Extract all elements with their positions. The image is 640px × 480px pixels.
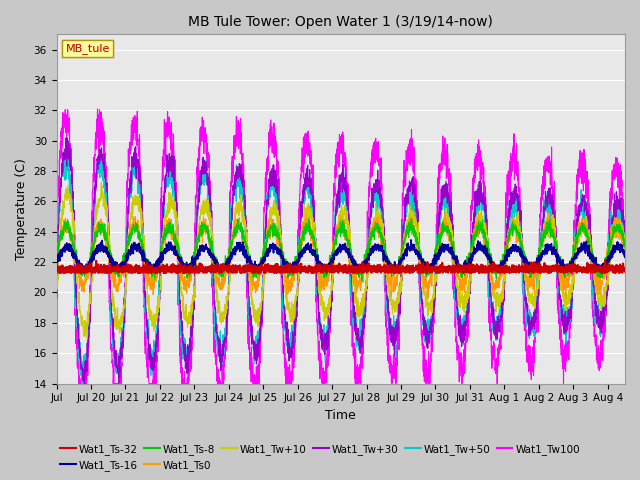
Wat1_Ts0 bbox=[424, 295, 432, 301]
Wat1_Ts-8 bbox=[358, 278, 365, 284]
Wat1_Tw+50 bbox=[152, 350, 159, 356]
Wat1_Ts-32 bbox=[611, 264, 618, 270]
Wat1_Ts-16 bbox=[407, 237, 415, 243]
Wat1_Tw+30 bbox=[118, 350, 125, 356]
Wat1_Ts0 bbox=[118, 268, 125, 274]
Wat1_Tw+30 bbox=[81, 381, 88, 386]
Y-axis label: Temperature (C): Temperature (C) bbox=[15, 158, 28, 260]
Wat1_Ts-16 bbox=[118, 261, 125, 266]
Line: Wat1_Ts-8: Wat1_Ts-8 bbox=[56, 218, 625, 281]
Wat1_Ts-8 bbox=[151, 268, 159, 274]
Wat1_Ts-32 bbox=[52, 265, 60, 271]
Wat1_Tw+30 bbox=[611, 205, 618, 211]
Wat1_Ts-32 bbox=[152, 265, 159, 271]
Wat1_Ts-32 bbox=[296, 267, 303, 273]
Wat1_Ts-16 bbox=[611, 247, 618, 252]
Wat1_Ts0 bbox=[295, 245, 303, 251]
Wat1_Tw+10 bbox=[621, 235, 628, 240]
Wat1_Ts-16 bbox=[152, 267, 159, 273]
Wat1_Tw+50 bbox=[78, 381, 86, 386]
Wat1_Tw100 bbox=[611, 167, 618, 172]
Wat1_Tw+50 bbox=[611, 225, 618, 230]
Line: Wat1_Ts0: Wat1_Ts0 bbox=[56, 212, 625, 298]
Wat1_Tw100 bbox=[296, 207, 303, 213]
Wat1_Tw+30 bbox=[62, 135, 70, 141]
Wat1_Ts0 bbox=[621, 253, 628, 259]
Wat1_Tw+10 bbox=[118, 317, 125, 323]
Wat1_Ts-16 bbox=[52, 262, 60, 268]
Line: Wat1_Tw+10: Wat1_Tw+10 bbox=[56, 182, 625, 339]
Wat1_Ts0 bbox=[52, 251, 60, 257]
Wat1_Tw+50 bbox=[52, 294, 60, 300]
Wat1_Tw+30 bbox=[271, 176, 278, 182]
Line: Wat1_Tw+50: Wat1_Tw+50 bbox=[56, 150, 625, 384]
Wat1_Tw100 bbox=[52, 295, 60, 300]
Wat1_Ts-32 bbox=[271, 270, 278, 276]
Legend: Wat1_Ts-32, Wat1_Ts-16, Wat1_Ts-8, Wat1_Ts0, Wat1_Tw+10, Wat1_Tw+30, Wat1_Tw+50,: Wat1_Ts-32, Wat1_Ts-16, Wat1_Ts-8, Wat1_… bbox=[56, 439, 584, 475]
X-axis label: Time: Time bbox=[325, 409, 356, 422]
Title: MB Tule Tower: Open Water 1 (3/19/14-now): MB Tule Tower: Open Water 1 (3/19/14-now… bbox=[188, 15, 493, 29]
Line: Wat1_Tw100: Wat1_Tw100 bbox=[56, 109, 625, 384]
Wat1_Tw+30 bbox=[152, 341, 159, 347]
Wat1_Ts-8 bbox=[271, 223, 278, 229]
Wat1_Ts-8 bbox=[52, 255, 60, 261]
Wat1_Ts-16 bbox=[549, 247, 557, 252]
Wat1_Tw+10 bbox=[549, 212, 557, 217]
Wat1_Ts-16 bbox=[296, 258, 303, 264]
Wat1_Tw+10 bbox=[152, 325, 159, 331]
Line: Wat1_Tw+30: Wat1_Tw+30 bbox=[56, 138, 625, 384]
Wat1_Tw100 bbox=[549, 192, 557, 198]
Wat1_Tw+10 bbox=[611, 233, 618, 239]
Wat1_Tw+50 bbox=[118, 345, 125, 350]
Wat1_Tw+50 bbox=[296, 250, 303, 255]
Wat1_Tw+10 bbox=[52, 293, 60, 299]
Wat1_Tw+10 bbox=[296, 261, 303, 267]
Wat1_Ts0 bbox=[475, 209, 483, 215]
Wat1_Tw100 bbox=[118, 360, 125, 366]
Wat1_Ts0 bbox=[151, 272, 159, 278]
Wat1_Tw100 bbox=[621, 248, 628, 253]
Wat1_Ts-32 bbox=[549, 265, 557, 271]
Wat1_Ts-8 bbox=[611, 228, 618, 234]
Legend: MB_tule: MB_tule bbox=[62, 40, 113, 58]
Wat1_Tw100 bbox=[271, 140, 278, 145]
Wat1_Ts0 bbox=[549, 228, 557, 234]
Wat1_Ts-8 bbox=[408, 216, 415, 221]
Line: Wat1_Ts-32: Wat1_Ts-32 bbox=[56, 260, 625, 273]
Wat1_Ts0 bbox=[611, 221, 618, 227]
Wat1_Tw100 bbox=[152, 376, 159, 382]
Wat1_Ts-16 bbox=[77, 267, 84, 273]
Wat1_Tw+50 bbox=[61, 147, 68, 153]
Wat1_Tw+50 bbox=[549, 219, 557, 225]
Wat1_Ts-32 bbox=[602, 257, 609, 263]
Wat1_Tw+10 bbox=[271, 210, 278, 216]
Wat1_Ts-8 bbox=[621, 240, 628, 246]
Wat1_Ts-32 bbox=[621, 266, 628, 272]
Wat1_Ts0 bbox=[271, 223, 278, 229]
Wat1_Tw+30 bbox=[549, 197, 557, 203]
Wat1_Tw+30 bbox=[621, 229, 628, 235]
Wat1_Ts-16 bbox=[621, 254, 628, 260]
Wat1_Ts-8 bbox=[118, 266, 125, 272]
Wat1_Ts-16 bbox=[271, 242, 278, 248]
Line: Wat1_Ts-16: Wat1_Ts-16 bbox=[56, 240, 625, 270]
Wat1_Tw+10 bbox=[97, 179, 105, 185]
Wat1_Ts-32 bbox=[118, 268, 125, 274]
Wat1_Tw+50 bbox=[621, 245, 628, 251]
Wat1_Tw+10 bbox=[83, 336, 91, 342]
Wat1_Tw100 bbox=[94, 106, 102, 112]
Wat1_Tw+30 bbox=[296, 243, 303, 249]
Wat1_Ts-32 bbox=[55, 270, 63, 276]
Wat1_Tw+50 bbox=[271, 177, 278, 183]
Wat1_Ts-8 bbox=[295, 248, 303, 253]
Wat1_Tw+30 bbox=[52, 284, 60, 290]
Wat1_Ts-8 bbox=[549, 227, 557, 232]
Wat1_Tw100 bbox=[75, 381, 83, 386]
